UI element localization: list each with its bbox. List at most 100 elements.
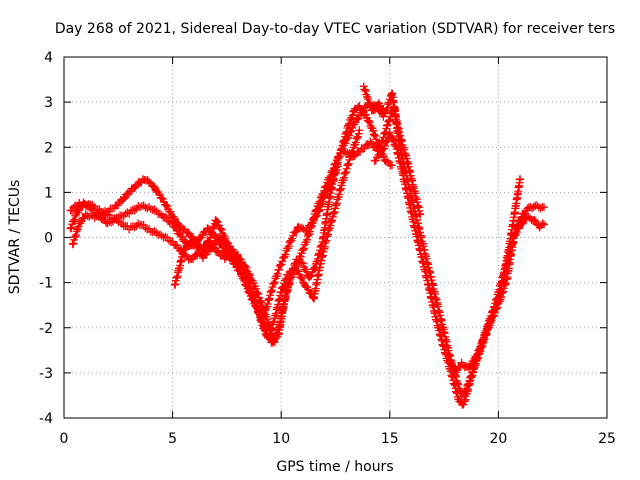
data-point [540, 220, 549, 229]
data-point [516, 175, 525, 184]
data-point [279, 282, 288, 291]
data-point [270, 278, 279, 287]
data-point [358, 108, 367, 117]
x-tick-label: 10 [272, 431, 290, 447]
data-point [474, 346, 483, 355]
data-point [512, 223, 521, 232]
data-point [163, 202, 172, 211]
data-point [483, 324, 492, 333]
data-point [448, 361, 457, 370]
data-point [206, 244, 215, 253]
data-point [150, 227, 159, 236]
data-point [384, 130, 393, 139]
series-sat-track-8 [359, 82, 425, 219]
data-point [242, 278, 251, 287]
y-tick-label: 1 [44, 185, 53, 201]
data-point [345, 128, 354, 137]
data-point [119, 195, 128, 204]
series-sat-track-7 [446, 201, 549, 377]
data-point [385, 128, 394, 137]
data-point [254, 306, 263, 315]
data-point [282, 274, 291, 283]
data-point [530, 215, 539, 224]
data-point [497, 292, 506, 301]
data-point [482, 328, 491, 337]
data-point [243, 281, 252, 290]
series-sat-track-2 [66, 101, 388, 347]
data-point [103, 219, 112, 228]
data-point [247, 289, 256, 298]
y-tick-label: 2 [44, 140, 53, 156]
data-point [305, 272, 314, 281]
data-point [340, 173, 349, 182]
data-point [217, 225, 226, 234]
series-sat-track-4 [170, 162, 342, 322]
data-point [236, 265, 245, 274]
x-axis-label: GPS time / hours [276, 459, 393, 475]
data-point [310, 264, 319, 273]
data-point [287, 236, 296, 245]
data-point [479, 336, 488, 345]
data-point [155, 190, 164, 199]
data-point [352, 134, 361, 143]
data-point [478, 337, 487, 346]
data-point [130, 206, 139, 215]
data-point [260, 324, 269, 333]
data-point [333, 162, 342, 171]
data-point [383, 120, 392, 129]
data-point [145, 177, 154, 186]
data-point [385, 115, 394, 124]
data-point [123, 208, 132, 217]
data-point [481, 330, 490, 339]
y-axis-label: SDTVAR / TECUs [7, 180, 23, 295]
data-point [297, 273, 306, 282]
data-point [540, 203, 549, 212]
data-point [130, 223, 139, 232]
x-tick-label: 15 [381, 431, 399, 447]
data-point [277, 287, 286, 296]
data-point [513, 221, 522, 230]
data-point [268, 338, 277, 347]
data-point [291, 262, 300, 271]
data-point [209, 229, 218, 238]
data-point [176, 230, 185, 239]
data-point [344, 131, 353, 140]
data-point [247, 290, 256, 299]
x-tick-label: 25 [598, 431, 616, 447]
data-point [69, 239, 78, 248]
data-point [293, 266, 302, 275]
chart-title: Day 268 of 2021, Sidereal Day-to-day VTE… [55, 21, 615, 37]
data-point [141, 223, 150, 232]
data-point [330, 170, 339, 179]
data-point [66, 224, 75, 233]
data-point [269, 279, 278, 288]
data-point [488, 312, 497, 321]
data-point [319, 197, 328, 206]
data-point [536, 204, 545, 213]
data-point [298, 274, 307, 283]
data-point [239, 272, 248, 281]
data-point [490, 311, 499, 320]
data-point [387, 91, 396, 100]
data-point [354, 129, 363, 138]
data-point [364, 95, 373, 104]
data-point [388, 134, 397, 143]
data-point [369, 126, 378, 135]
data-point [369, 130, 378, 139]
data-point [299, 244, 308, 253]
data-point [383, 104, 392, 113]
data-point [385, 116, 394, 125]
data-point [296, 252, 305, 261]
data-point [493, 303, 502, 312]
data-point [492, 304, 501, 313]
data-point [183, 228, 192, 237]
data-point [162, 201, 171, 209]
data-point [157, 231, 166, 240]
y-tick-label: 4 [44, 50, 53, 66]
data-point [326, 182, 335, 191]
data-point [390, 140, 399, 149]
data-point [241, 276, 250, 285]
y-tick-label: -2 [39, 321, 53, 337]
data-point [315, 205, 324, 214]
